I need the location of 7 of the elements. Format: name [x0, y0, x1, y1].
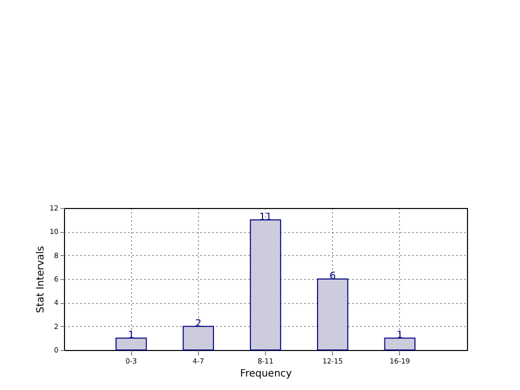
bar — [182, 326, 214, 350]
y-axis-title: Stat Intervals — [36, 246, 47, 314]
bar — [250, 219, 282, 350]
bar — [317, 278, 348, 350]
bar — [116, 338, 147, 350]
x-axis-title: Frequency — [240, 368, 292, 380]
bar — [384, 338, 416, 350]
